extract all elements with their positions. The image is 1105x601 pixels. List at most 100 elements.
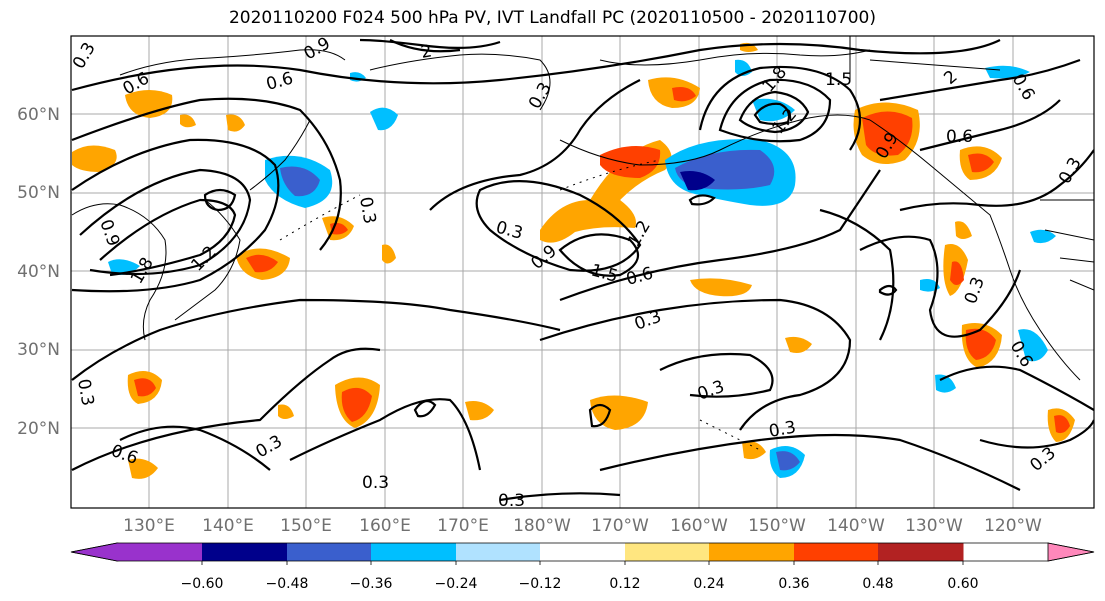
lon-label: 170°E	[437, 516, 489, 536]
coastline	[71, 203, 167, 341]
contour-line	[659, 352, 774, 398]
anomaly-patch	[465, 401, 494, 421]
lat-label: 50°N	[17, 183, 60, 203]
anomaly-patch	[985, 65, 1030, 79]
colorbar-tick-label: 0.36	[778, 576, 809, 592]
contour-label: 1.5	[825, 70, 852, 90]
lat-label: 60°N	[17, 105, 60, 125]
anomaly-patch	[950, 261, 964, 285]
lat-label: 20°N	[17, 419, 60, 439]
contour-line	[71, 138, 280, 293]
anomaly-patch	[226, 114, 245, 132]
colorbar-tick-label: −0.60	[181, 576, 224, 592]
contour-line	[878, 284, 898, 296]
colorbar-extend-high	[1047, 542, 1095, 562]
contour-line	[718, 78, 832, 143]
anomaly-patch	[965, 328, 996, 360]
lon-label: 140°E	[202, 516, 254, 536]
anomaly-patch	[1054, 415, 1070, 434]
lon-label: 130°E	[123, 516, 175, 536]
colorbar-bin	[456, 543, 541, 561]
contour-line	[119, 425, 271, 471]
anomaly-patch	[1018, 329, 1048, 362]
colorbar-tick-label: −0.24	[435, 576, 478, 592]
anomaly-patch	[341, 387, 372, 422]
colorbar-tick-label: 0.24	[693, 576, 724, 592]
lat-label: 30°N	[17, 340, 60, 360]
anomaly-patch	[370, 107, 398, 131]
contour-line	[539, 298, 852, 431]
anomaly-patch	[72, 145, 117, 172]
anomaly-patch	[752, 98, 795, 122]
anomaly-patch	[280, 166, 320, 197]
contour-line	[559, 169, 881, 302]
contour-line	[859, 235, 1022, 338]
contour-line	[979, 419, 1094, 449]
coastline	[119, 49, 346, 76]
anomaly-patch	[180, 114, 196, 128]
contour-line	[599, 433, 1021, 491]
colorbar-tick-label: 0.48	[862, 576, 893, 592]
map-title: 2020110200 F024 500 hPa PV, IVT Landfall…	[228, 8, 876, 28]
contour-line	[71, 298, 561, 381]
contour-label: 0.3	[498, 491, 525, 511]
lon-label: 170°W	[591, 516, 649, 536]
lon-label: 140°W	[827, 516, 885, 536]
contour-line	[698, 65, 861, 151]
longitude-axis: 130°E 140°E 150°E 160°E 170°E 180°W 170°…	[123, 516, 1042, 536]
contour-line	[499, 492, 621, 502]
contour-line	[738, 90, 810, 134]
contour-label: 2	[419, 41, 433, 63]
anomaly-patch	[968, 153, 994, 173]
coastline	[869, 119, 1081, 381]
lat-label: 40°N	[17, 262, 60, 282]
anomaly-patch	[278, 404, 294, 419]
pv-contours	[71, 38, 1094, 502]
contour-line	[688, 194, 716, 206]
lon-label: 120°W	[984, 516, 1042, 536]
contour-line	[71, 39, 1001, 92]
contour-line	[389, 39, 461, 53]
colorbar-bin	[794, 543, 879, 561]
coastline	[369, 53, 551, 111]
contour-label: 0.3	[362, 473, 389, 493]
anomaly-patch	[128, 458, 158, 479]
colorbar-tick-label: −0.36	[350, 576, 393, 592]
colorbar-bin	[878, 543, 964, 561]
lon-label: 160°E	[359, 516, 411, 536]
contour-line	[79, 168, 252, 276]
anomaly-patch	[672, 87, 696, 102]
colorbar-bin	[202, 543, 288, 561]
coastline	[559, 114, 871, 166]
anomaly-patch	[382, 244, 396, 264]
contour-line	[289, 398, 482, 471]
colorbar-tick-label: 0.60	[947, 576, 978, 592]
contour-line	[899, 149, 1094, 212]
anomaly-patch	[1030, 229, 1056, 244]
graticule	[71, 36, 1094, 508]
lon-label: 180°W	[513, 516, 571, 536]
colorbar-bin	[709, 543, 795, 561]
contour-label: 0.3	[355, 195, 379, 225]
coastline	[249, 119, 311, 191]
contour-label: 0.3	[767, 418, 797, 442]
anomaly-patch	[690, 278, 752, 297]
anomaly-patch	[134, 378, 156, 397]
map-area	[71, 36, 1094, 508]
contour-line	[558, 233, 640, 277]
shaded-anomalies	[72, 42, 1075, 479]
anomaly-patch	[776, 451, 800, 471]
colorbar-labels: −0.60 −0.48 −0.36 −0.24 −0.12 0.12 0.24 …	[181, 576, 979, 592]
anomaly-patch	[955, 221, 972, 239]
anomaly-patch	[785, 336, 812, 353]
anomaly-patch	[680, 171, 715, 191]
colorbar-tick-label: 0.12	[609, 576, 640, 592]
contour-line	[919, 99, 1061, 152]
anomaly-patch	[125, 90, 173, 118]
anomaly-patch	[600, 146, 661, 178]
coastlines	[71, 36, 1094, 451]
colorbar-tick-label: −0.48	[266, 576, 309, 592]
contour-line	[879, 58, 1081, 102]
contour-line	[203, 188, 237, 212]
